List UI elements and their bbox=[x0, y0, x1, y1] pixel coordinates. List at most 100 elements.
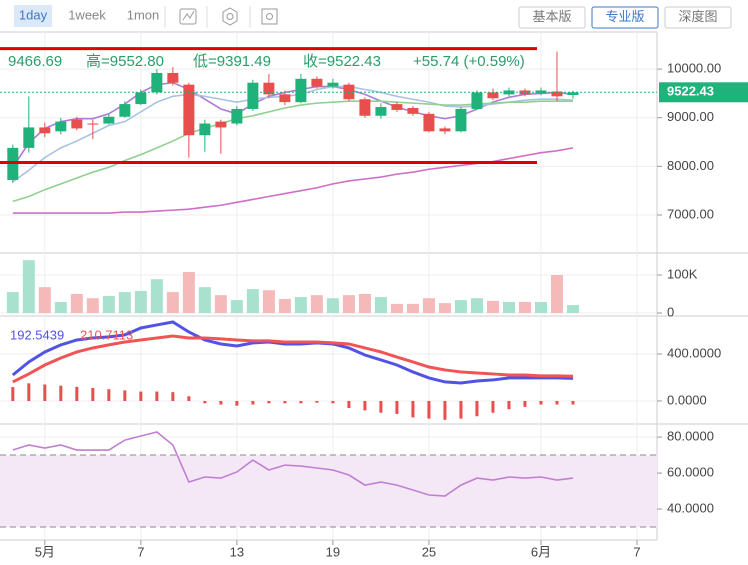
volume-bar bbox=[70, 294, 83, 313]
candle-body bbox=[471, 92, 483, 109]
macd-line bbox=[11, 320, 574, 385]
x-tick-label: 7 bbox=[137, 544, 144, 559]
candle-body bbox=[327, 82, 339, 87]
period-button[interactable]: 1day bbox=[19, 7, 48, 22]
version-label[interactable]: 专业版 bbox=[605, 9, 644, 24]
volume-bar bbox=[246, 289, 259, 313]
candle-body bbox=[551, 91, 563, 97]
volume-bar bbox=[534, 301, 547, 313]
candle-body bbox=[375, 107, 387, 116]
macd-histogram-bar bbox=[491, 400, 495, 413]
volume-bar bbox=[214, 295, 227, 313]
macd-histogram-bar bbox=[171, 392, 175, 401]
macd-histogram-bar bbox=[267, 400, 271, 404]
period-selected[interactable] bbox=[14, 5, 52, 27]
candle-body bbox=[71, 119, 83, 129]
y-tick-label: 7000.00 bbox=[667, 206, 714, 221]
volume-bar bbox=[550, 275, 563, 313]
period-button[interactable]: 1mon bbox=[127, 7, 160, 22]
macd-histogram-bar bbox=[363, 400, 367, 411]
candle-body bbox=[407, 107, 419, 114]
y-tick-label: 60.0000 bbox=[667, 464, 714, 479]
candle-body bbox=[135, 92, 147, 105]
candle-body bbox=[23, 127, 35, 148]
volume-bar bbox=[134, 290, 147, 313]
version-button-selected[interactable] bbox=[591, 6, 659, 29]
version-button[interactable] bbox=[518, 6, 586, 29]
volume-bar bbox=[342, 295, 355, 313]
y-tick-label: 0 bbox=[667, 304, 674, 319]
macd-histogram-bar bbox=[331, 400, 335, 404]
candle-body bbox=[439, 128, 451, 132]
x-tick-label: 5月 bbox=[35, 544, 55, 559]
y-tick-label: 100K bbox=[667, 266, 698, 281]
macd-histogram-bar bbox=[283, 400, 287, 404]
candle-body bbox=[359, 99, 371, 116]
candle-body bbox=[263, 82, 275, 95]
macd-histogram-bar bbox=[315, 400, 319, 403]
candle-body bbox=[231, 108, 243, 124]
version-label[interactable]: 基本版 bbox=[532, 9, 571, 24]
y-tick-label: 40.0000 bbox=[667, 500, 714, 515]
volume-bar bbox=[150, 279, 163, 313]
macd-histogram-bar bbox=[475, 400, 479, 417]
volume-bar bbox=[422, 298, 435, 313]
y-tick-label: 9000.00 bbox=[667, 109, 714, 124]
volume-bar bbox=[390, 303, 403, 313]
volume-bar bbox=[486, 300, 499, 313]
x-tick-label: 25 bbox=[422, 544, 436, 559]
info-label: 9466.69 bbox=[8, 53, 62, 70]
candle-body bbox=[183, 84, 195, 136]
y-tick-label: 400.0000 bbox=[667, 345, 721, 360]
volume-bar bbox=[198, 287, 211, 313]
volume-bar bbox=[182, 271, 195, 313]
candle-body bbox=[39, 127, 51, 134]
macd-histogram-bar bbox=[219, 400, 223, 405]
version-button[interactable] bbox=[664, 6, 732, 29]
version-label[interactable]: 深度图 bbox=[678, 9, 717, 24]
macd-histogram-bar bbox=[571, 400, 575, 405]
volume-bar bbox=[38, 287, 51, 313]
macd-histogram-bar bbox=[123, 390, 127, 401]
macd-value-label: 210.7113 bbox=[80, 327, 133, 342]
info-label: 收=9522.43 bbox=[303, 53, 381, 70]
volume-bar bbox=[326, 298, 339, 313]
info-label: 高=9552.80 bbox=[86, 53, 164, 70]
volume-bar bbox=[470, 298, 483, 313]
volume-bar bbox=[454, 300, 467, 313]
volume-bar bbox=[438, 303, 451, 313]
candle-body bbox=[167, 72, 179, 83]
candle-body bbox=[455, 108, 467, 132]
macd-line bbox=[12, 334, 573, 384]
volume-bar bbox=[230, 300, 243, 313]
candle-body bbox=[103, 116, 115, 124]
candle-body bbox=[567, 92, 579, 96]
candle-body bbox=[279, 94, 291, 103]
info-label: +55.74 (+0.59%) bbox=[413, 53, 525, 70]
volume-bar bbox=[278, 298, 291, 313]
volume-bar bbox=[502, 301, 515, 313]
volume-bar bbox=[406, 303, 419, 313]
x-tick-label: 19 bbox=[326, 544, 340, 559]
period-button[interactable]: 1week bbox=[68, 7, 106, 22]
candle-body bbox=[295, 78, 307, 103]
volume-bar bbox=[102, 295, 115, 313]
info-label: 低=9391.49 bbox=[193, 53, 271, 70]
x-tick-label: 13 bbox=[230, 544, 244, 559]
macd-histogram-bar bbox=[155, 391, 159, 401]
macd-histogram-bar bbox=[251, 400, 255, 405]
macd-histogram-bar bbox=[507, 400, 511, 410]
volume-bar bbox=[310, 295, 323, 313]
macd-histogram-bar bbox=[91, 388, 95, 401]
volume-bar bbox=[166, 292, 179, 313]
volume-bar bbox=[518, 301, 531, 313]
x-tick-label: 7 bbox=[633, 544, 640, 559]
candle-body bbox=[55, 121, 67, 132]
candle-body bbox=[119, 104, 131, 117]
candle-body bbox=[487, 92, 499, 99]
tool-icons[interactable] bbox=[164, 6, 278, 28]
rsi-line bbox=[12, 431, 574, 497]
macd-histogram-bar bbox=[539, 400, 543, 405]
candle-body bbox=[247, 82, 259, 109]
